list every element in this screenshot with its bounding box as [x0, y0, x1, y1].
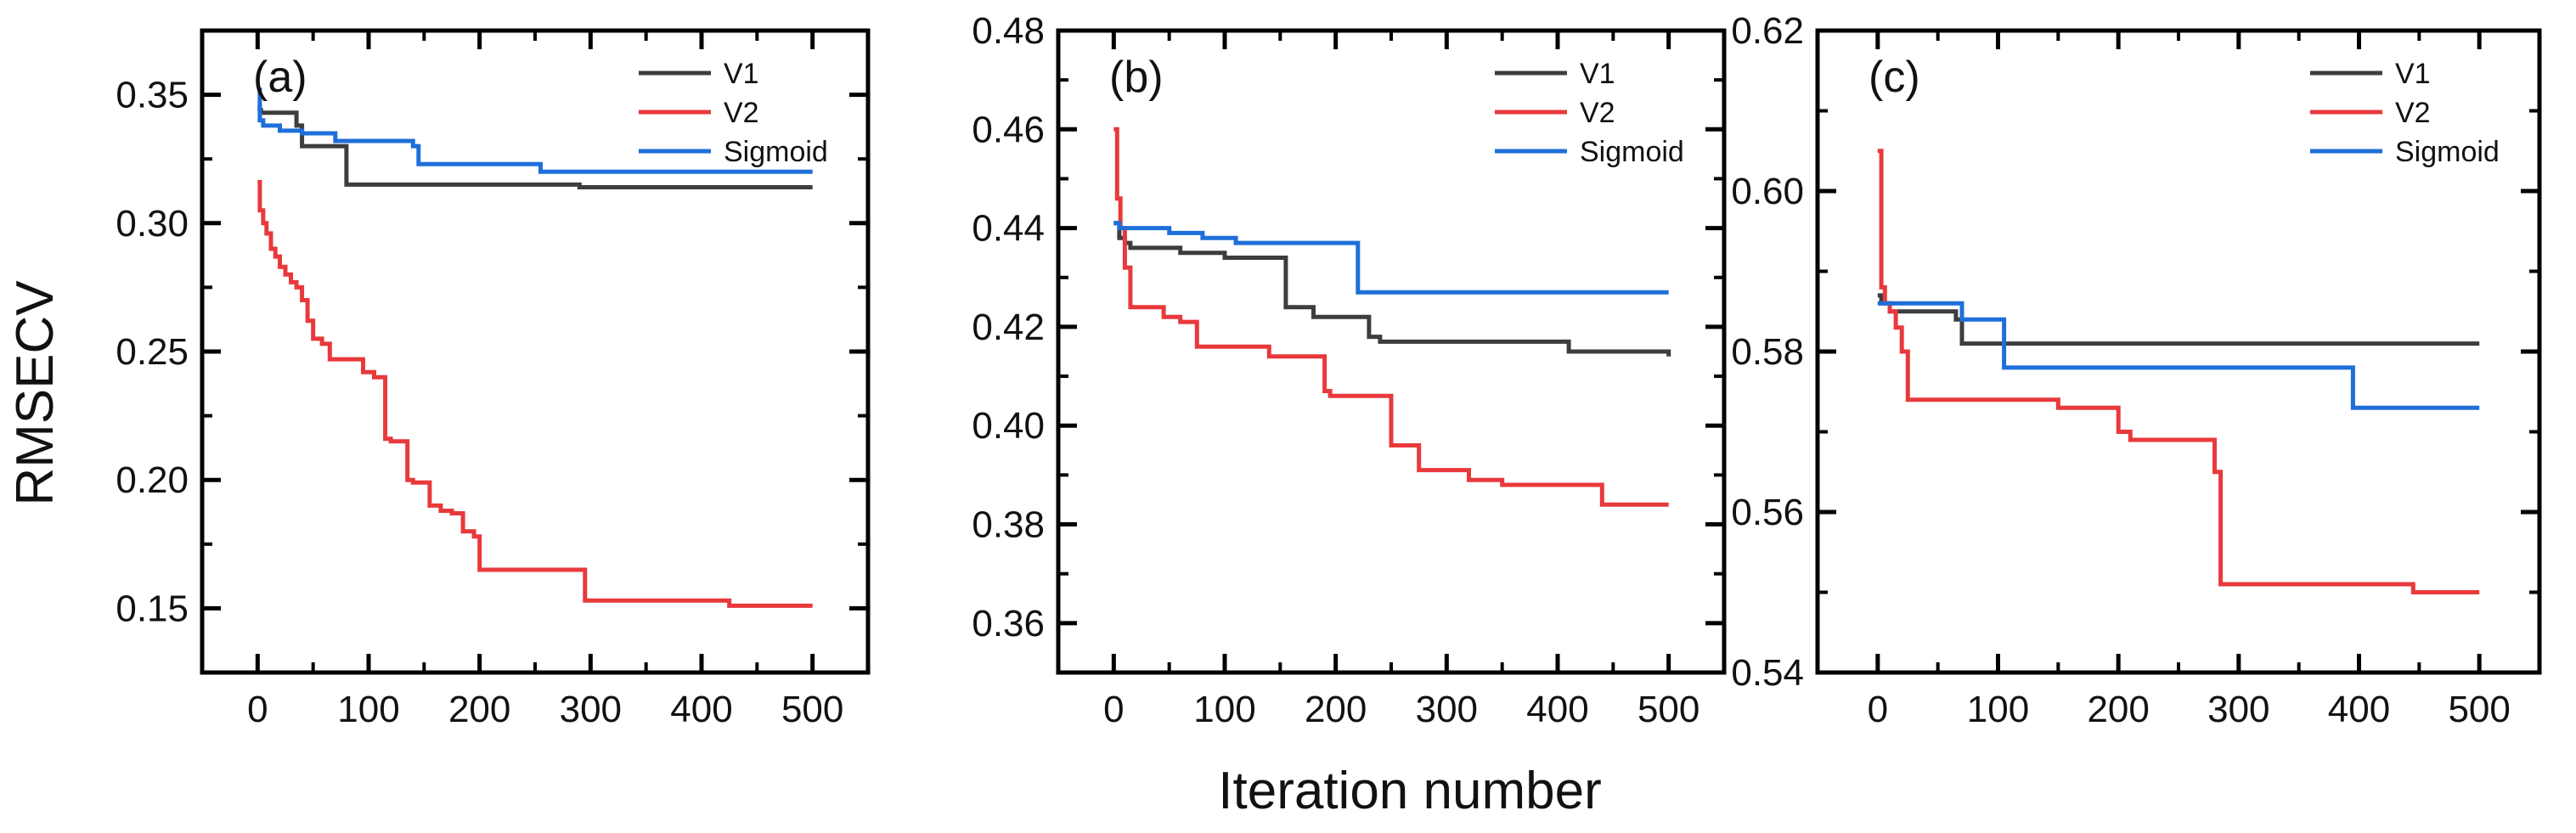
y-tick-label: 0.35 [116, 75, 189, 116]
y-tick-label: 0.44 [972, 208, 1045, 250]
legend-label-sigmoid: Sigmoid [724, 136, 828, 168]
x-tick-label: 500 [2448, 689, 2510, 730]
y-tick-label: 0.15 [116, 588, 189, 629]
x-tick-label: 400 [1526, 689, 1588, 730]
y-tick-label: 0.62 [1731, 10, 1804, 52]
panel-a: 0 100 200 300 400 500 0.15 0.20 0.25 0.30 0.35 (a) V… [116, 28, 871, 730]
x-tick-label: 0 [1103, 689, 1124, 730]
series-line-v1 [1877, 293, 2480, 346]
series-line-v2 [1877, 149, 2480, 594]
x-tick-label: 0 [247, 689, 268, 730]
x-tick-label: 300 [2207, 689, 2269, 730]
series-line-v2 [257, 179, 813, 608]
x-tick-label: 200 [448, 689, 510, 730]
legend-label-v1: V1 [1580, 58, 1615, 90]
y-tick-label: 0.60 [1731, 171, 1804, 212]
legend-label-v1: V1 [724, 58, 759, 90]
series-line-sigmoid [1877, 301, 2480, 410]
legend-label-v1: V1 [2395, 58, 2431, 90]
panel-label: (c) [1869, 53, 1920, 102]
legend-label-v2: V2 [2395, 97, 2431, 129]
panel-label: (b) [1109, 53, 1164, 102]
panel-label: (a) [253, 53, 307, 102]
y-tick-label: 0.25 [116, 331, 189, 373]
y-tick-label: 0.56 [1731, 492, 1804, 533]
x-tick-label: 400 [2328, 689, 2390, 730]
legend-label-v2: V2 [1580, 97, 1615, 129]
y-tick-label: 0.54 [1731, 652, 1804, 694]
panel-c: 0 100 200 300 400 500 0.54 0.56 0.58 0.60 0.62 (c) V… [1731, 10, 2542, 730]
y-tick-label: 0.58 [1731, 331, 1804, 373]
series-line-sigmoid [1113, 221, 1669, 295]
series-line-v1 [1113, 221, 1671, 357]
x-tick-label: 100 [337, 689, 399, 730]
plot-frame [1815, 28, 2542, 675]
x-tick-label: 0 [1868, 689, 1888, 730]
y-tick-label: 0.48 [972, 10, 1045, 52]
x-tick-label: 400 [670, 689, 732, 730]
x-tick-label: 200 [1305, 689, 1367, 730]
panel-b: 0 100 200 300 400 500 0.36 0.38 0.40 0.42 0.44 0.46… [972, 10, 1727, 730]
y-tick-label: 0.40 [972, 405, 1045, 447]
y-tick-label: 0.42 [972, 307, 1045, 348]
x-tick-label: 100 [1193, 689, 1255, 730]
legend-label-sigmoid: Sigmoid [1580, 136, 1684, 168]
y-tick-label: 0.20 [116, 459, 189, 501]
x-tick-label: 500 [1637, 689, 1699, 730]
x-tick-label: 200 [2087, 689, 2149, 730]
y-tick-label: 0.30 [116, 203, 189, 245]
x-tick-label: 300 [1416, 689, 1478, 730]
y-tick-label: 0.36 [972, 603, 1045, 644]
y-axis-title: RMSECV [6, 280, 65, 506]
x-tick-label: 500 [781, 689, 843, 730]
legend-label-v2: V2 [724, 97, 759, 129]
x-tick-label: 300 [560, 689, 622, 730]
x-tick-label: 100 [1967, 689, 2029, 730]
y-tick-label: 0.46 [972, 109, 1045, 150]
legend-label-sigmoid: Sigmoid [2395, 136, 2500, 168]
series-line-sigmoid [257, 87, 813, 174]
y-tick-label: 0.38 [972, 504, 1045, 546]
series-line-v2 [1113, 127, 1669, 507]
x-axis-title: Iteration number [1218, 762, 1601, 820]
